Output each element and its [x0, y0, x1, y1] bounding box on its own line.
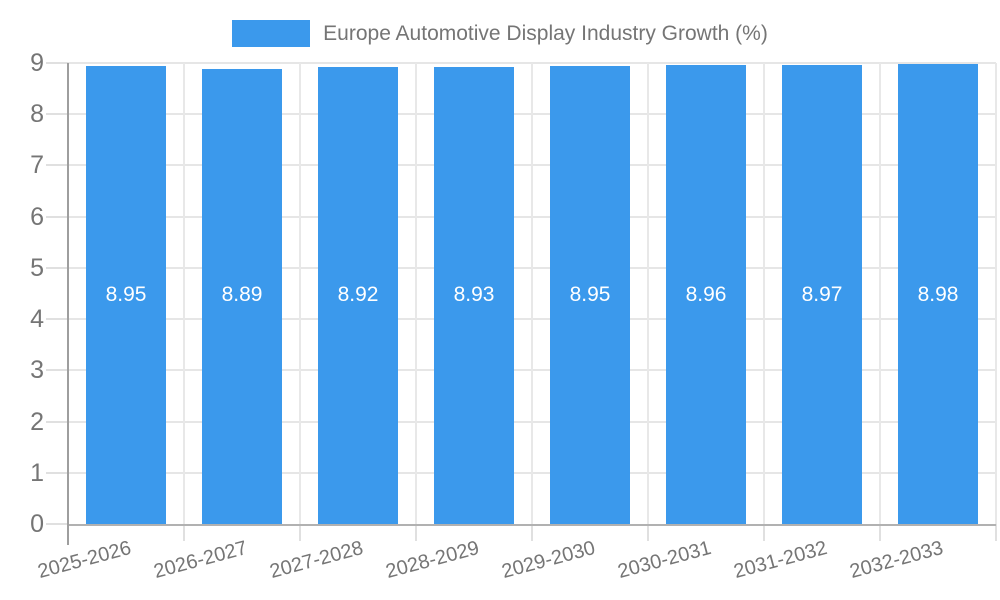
y-tick-label: 0 [30, 510, 44, 538]
category-gridline [763, 63, 765, 524]
x-axis-tick [647, 524, 649, 541]
bar[interactable] [202, 69, 282, 524]
bar[interactable] [550, 66, 630, 524]
category-gridline [879, 63, 881, 524]
y-axis-tick [46, 318, 68, 320]
x-tick-label: 2027-2028 [267, 536, 366, 583]
y-axis-tick [46, 421, 68, 423]
bar-value-label: 8.95 [569, 283, 611, 306]
category-gridline [183, 63, 185, 524]
x-axis-tick [879, 524, 881, 541]
y-axis-tick [46, 113, 68, 115]
x-tick-label: 2032-2033 [847, 536, 946, 583]
x-axis-baseline [68, 524, 996, 526]
bar[interactable] [782, 65, 862, 524]
y-axis-tick [46, 62, 68, 64]
x-tick-label: 2029-2030 [499, 536, 598, 583]
bar[interactable] [86, 66, 166, 524]
bar-value-label: 8.92 [337, 283, 379, 306]
category-gridline [531, 63, 533, 524]
category-gridline [415, 63, 417, 524]
x-axis-tick [763, 524, 765, 541]
bar-value-label: 8.93 [453, 283, 495, 306]
x-axis-tick [183, 524, 185, 541]
bar[interactable] [434, 67, 514, 524]
y-tick-label: 9 [30, 49, 44, 77]
y-axis-tick [46, 369, 68, 371]
y-tick-label: 1 [30, 459, 44, 487]
y-tick-label: 2 [30, 408, 44, 436]
category-gridline [299, 63, 301, 524]
x-tick-label: 2025-2026 [35, 536, 134, 583]
x-axis-tick [995, 524, 997, 541]
y-tick-label: 6 [30, 203, 44, 231]
bar[interactable] [666, 65, 746, 524]
y-axis-tick [46, 267, 68, 269]
y-axis-line [67, 63, 69, 545]
bar[interactable] [318, 67, 398, 524]
x-axis-tick [299, 524, 301, 541]
y-tick-label: 4 [30, 305, 44, 333]
bar-value-label: 8.97 [801, 283, 843, 306]
bar[interactable] [898, 64, 978, 524]
y-axis-tick [46, 472, 68, 474]
bar-value-label: 8.96 [685, 283, 727, 306]
bar-value-label: 8.89 [221, 283, 263, 306]
y-tick-label: 3 [30, 356, 44, 384]
legend[interactable]: Europe Automotive Display Industry Growt… [0, 20, 1000, 47]
y-axis-tick [46, 164, 68, 166]
x-tick-label: 2028-2029 [383, 536, 482, 583]
x-axis-tick [531, 524, 533, 541]
category-gridline [647, 63, 649, 524]
y-tick-label: 8 [30, 100, 44, 128]
x-axis-tick [415, 524, 417, 541]
category-gridline [995, 63, 997, 524]
bar-value-label: 8.95 [105, 283, 147, 306]
y-axis-tick [46, 216, 68, 218]
legend-label: Europe Automotive Display Industry Growt… [323, 21, 768, 45]
legend-swatch [232, 20, 311, 47]
x-tick-label: 2031-2032 [731, 536, 830, 583]
y-axis-tick [46, 523, 68, 525]
x-tick-label: 2030-2031 [615, 536, 714, 583]
bar-value-label: 8.98 [917, 283, 959, 306]
x-tick-label: 2026-2027 [151, 536, 250, 583]
y-tick-label: 7 [30, 151, 44, 179]
y-tick-label: 5 [30, 254, 44, 282]
